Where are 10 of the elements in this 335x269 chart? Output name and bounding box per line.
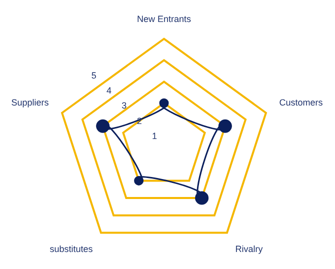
y-tick-label: 4 <box>106 86 112 96</box>
spoke-label: Rivalry <box>235 244 264 254</box>
y-tick-label: 5 <box>91 70 96 80</box>
spoke-label: New Entrants <box>136 14 192 24</box>
spoke-label: substitutes <box>50 244 94 254</box>
spoke-label: Customers <box>279 98 324 108</box>
y-tick-label: 2 <box>136 116 142 126</box>
y-tick-label: 1 <box>152 130 158 141</box>
y-tick-label: 3 <box>122 100 127 111</box>
spoke-label: Suppliers <box>11 98 50 108</box>
